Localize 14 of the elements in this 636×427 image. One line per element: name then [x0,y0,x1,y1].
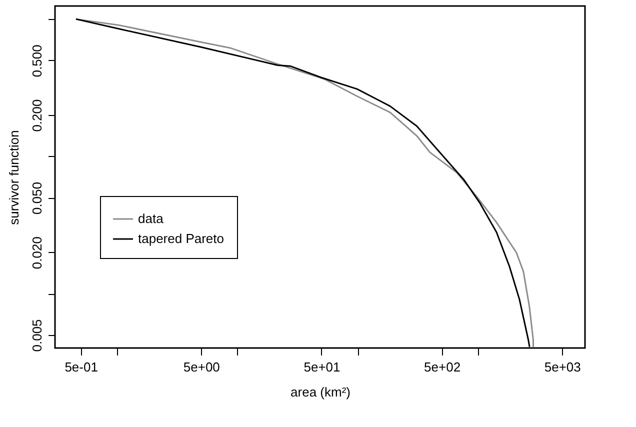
y-tick-label: 0.500 [30,44,44,78]
y-axis-title: survivor function [6,130,22,225]
y-tick-label: 0.005 [30,319,44,352]
y-tick-label: 0.020 [30,236,44,270]
legend-label: tapered Pareto [138,231,224,246]
x-tick-label: 5e+02 [424,360,461,374]
x-tick-label: 5e+01 [304,360,340,374]
x-tick-label: 5e+03 [544,360,581,374]
x-tick-label: 5e+00 [183,360,220,374]
y-tick-label: 0.200 [30,99,44,132]
legend-label: data [138,211,164,226]
y-tick-label: 0.050 [30,182,44,214]
x-tick-label: 5e-01 [64,360,98,374]
x-axis-title: area (km²) [290,384,350,400]
